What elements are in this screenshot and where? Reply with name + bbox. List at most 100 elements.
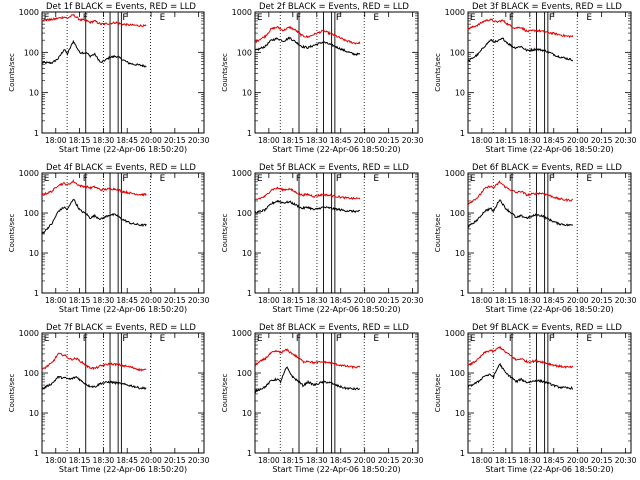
- x-tick-label: 18:15: [495, 456, 517, 465]
- x-tick-label: 18:00: [471, 456, 493, 465]
- series-events-line: [254, 199, 360, 214]
- series-events-line: [41, 198, 147, 235]
- marker-label: E: [373, 174, 379, 184]
- x-tick-label: 18:15: [69, 456, 91, 465]
- x-tick-label: 20:15: [591, 296, 613, 305]
- x-tick-label: 18:45: [543, 296, 565, 305]
- panel-title: Det 2f BLACK = Events, RED = LLD: [259, 2, 409, 12]
- marker-label: F: [83, 174, 88, 184]
- x-tick-label: 20:15: [164, 296, 186, 305]
- x-axis-label: Start Time (22-Apr-06 18:50:20): [59, 465, 187, 474]
- x-tick-label: 18:45: [116, 296, 138, 305]
- series-events-line: [467, 37, 574, 63]
- y-tick-label: 100: [237, 209, 252, 218]
- y-tick-label: 1000: [232, 329, 252, 338]
- y-axis-label: Counts/sec: [8, 374, 16, 413]
- marker-label: F: [509, 174, 514, 184]
- x-tick-label: 20:00: [140, 136, 162, 145]
- panel-9: Det 9f BLACK = Events, RED = LLD 1 10 100 10…: [434, 323, 637, 474]
- y-tick-label: 1000: [445, 8, 465, 17]
- x-tick-label: 20:30: [402, 456, 424, 465]
- marker-label: F: [549, 174, 554, 184]
- series-lld-line: [468, 345, 574, 369]
- plot-frame: [41, 11, 205, 134]
- y-tick-label: 100: [450, 48, 465, 57]
- marker-label: F: [509, 13, 514, 23]
- panel-3: Det 3f BLACK = Events, RED = LLD 1 10 100 10…: [434, 2, 637, 154]
- x-tick-label: 18:30: [93, 136, 115, 145]
- marker-label: F: [336, 174, 341, 184]
- marker-label: E: [373, 13, 379, 23]
- series-lld-line: [467, 180, 574, 205]
- x-tick-label: 18:15: [495, 296, 517, 305]
- y-tick-label: 1: [34, 449, 39, 458]
- x-tick-label: 18:00: [45, 296, 67, 305]
- x-tick-label: 20:30: [402, 136, 424, 145]
- series-lld-line: [254, 348, 361, 370]
- x-tick-label: 18:30: [93, 456, 115, 465]
- x-tick-label: 18:30: [519, 296, 541, 305]
- y-tick-label: 10: [242, 409, 252, 418]
- marker-label: E: [257, 174, 263, 184]
- panel-title: Det 9f BLACK = Events, RED = LLD: [472, 323, 622, 333]
- y-tick-label: 1000: [232, 169, 252, 178]
- marker-label: F: [549, 13, 554, 23]
- panel-8: Det 8f BLACK = Events, RED = LLD 1 10 100 10…: [221, 323, 424, 474]
- y-tick-label: 10: [242, 89, 252, 98]
- y-tick-label: 1: [247, 289, 252, 298]
- plot-frame: [254, 332, 419, 454]
- y-tick-label: 10: [29, 249, 39, 258]
- x-tick-label: 18:00: [471, 136, 493, 145]
- x-tick-label: 20:00: [354, 136, 376, 145]
- x-tick-label: 18:30: [306, 456, 328, 465]
- marker-label: F: [296, 174, 301, 184]
- marker-label: E: [586, 174, 592, 184]
- x-tick-label: 18:30: [306, 296, 328, 305]
- x-tick-label: 18:45: [330, 296, 352, 305]
- x-tick-label: 20:30: [615, 296, 637, 305]
- y-tick-label: 1: [34, 129, 39, 138]
- y-tick-label: 10: [242, 249, 252, 258]
- y-axis-label: Counts/sec: [434, 214, 442, 253]
- panel-title: Det 5f BLACK = Events, RED = LLD: [259, 163, 409, 173]
- plot-frame: [467, 172, 632, 294]
- plot-frame: [254, 11, 419, 134]
- y-axis-label: Counts/sec: [8, 53, 16, 92]
- x-tick-label: 20:15: [164, 136, 186, 145]
- x-tick-label: 18:45: [116, 136, 138, 145]
- y-tick-label: 100: [24, 209, 39, 218]
- x-tick-label: 18:45: [543, 456, 565, 465]
- x-tick-label: 20:30: [615, 136, 637, 145]
- series-lld-line: [254, 25, 361, 45]
- panel-5: Det 5f BLACK = Events, RED = LLD 1 10 100 10…: [221, 163, 424, 314]
- x-tick-label: 20:15: [591, 136, 613, 145]
- y-axis-label: Counts/sec: [8, 214, 16, 253]
- x-tick-label: 18:30: [519, 136, 541, 145]
- panel-1: Det 1f BLACK = Events, RED = LLD 1 10 100 10…: [8, 2, 210, 154]
- x-tick-label: 20:00: [567, 296, 589, 305]
- panel-title: Det 8f BLACK = Events, RED = LLD: [259, 323, 409, 333]
- y-axis-label: Counts/sec: [434, 374, 442, 413]
- panel-title: Det 6f BLACK = Events, RED = LLD: [472, 163, 622, 173]
- y-tick-label: 10: [29, 89, 39, 98]
- series-events-line: [467, 199, 574, 228]
- marker-label: E: [470, 334, 476, 344]
- panel-title: Det 7f BLACK = Events, RED = LLD: [46, 323, 196, 333]
- x-axis-label: Start Time (22-Apr-06 18:50:20): [59, 145, 187, 154]
- x-axis-label: Start Time (22-Apr-06 18:50:20): [485, 465, 613, 474]
- marker-label: F: [83, 334, 88, 344]
- series-lld-line: [41, 352, 147, 372]
- y-tick-label: 10: [455, 249, 465, 258]
- y-tick-label: 1: [247, 129, 252, 138]
- series-events-line: [254, 36, 361, 57]
- y-tick-label: 10: [29, 409, 39, 418]
- x-tick-label: 18:45: [116, 456, 138, 465]
- y-tick-label: 1000: [19, 8, 39, 17]
- x-tick-label: 18:15: [495, 136, 517, 145]
- marker-label: E: [160, 334, 166, 344]
- x-tick-label: 18:00: [45, 456, 67, 465]
- x-axis-label: Start Time (22-Apr-06 18:50:20): [485, 305, 613, 314]
- x-tick-label: 20:15: [591, 456, 613, 465]
- x-tick-label: 20:30: [615, 456, 637, 465]
